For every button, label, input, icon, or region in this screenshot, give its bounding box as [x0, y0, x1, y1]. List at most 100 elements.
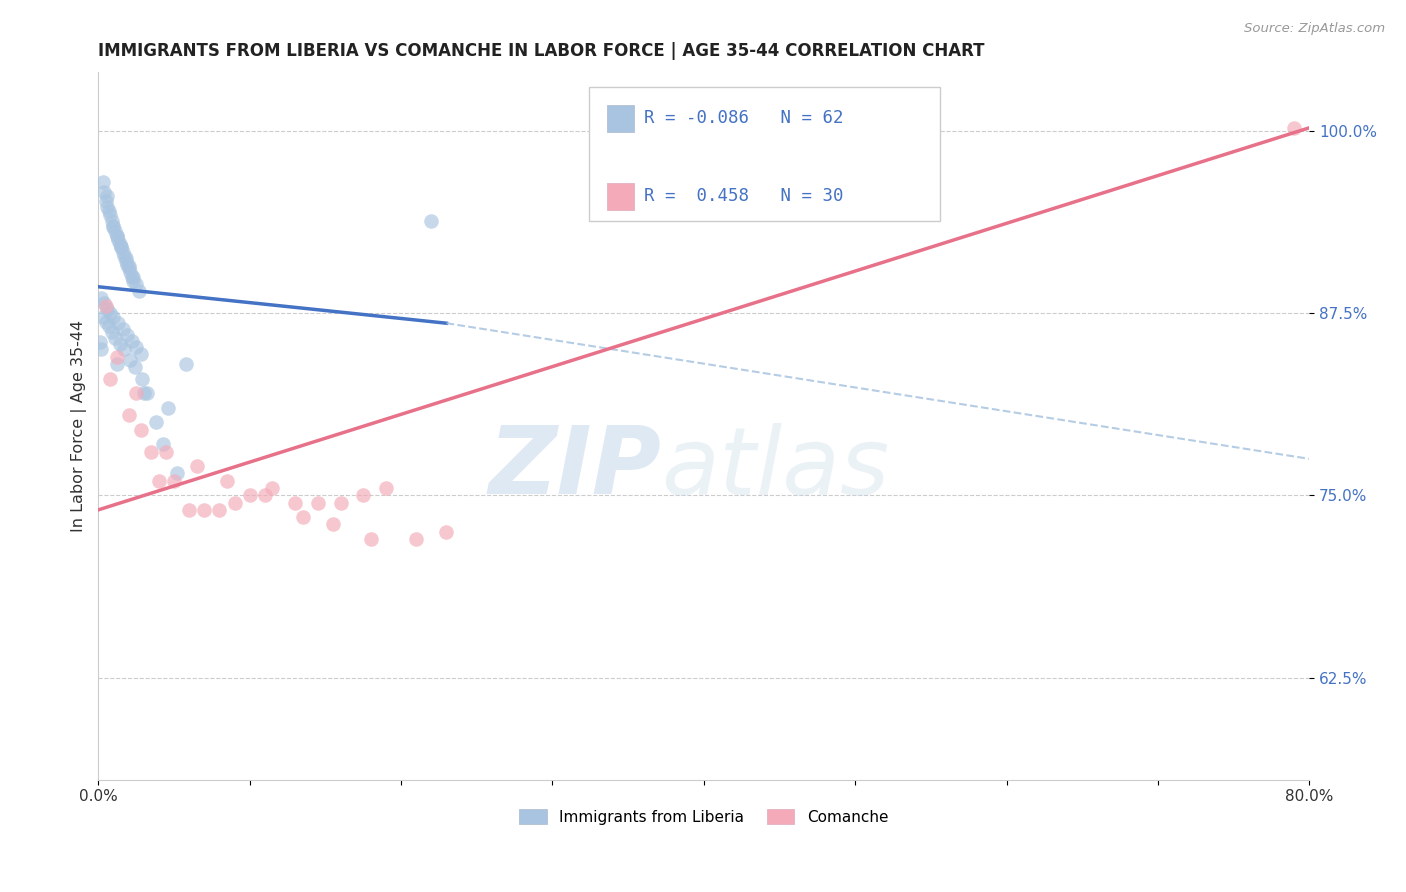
Point — [352, 488, 374, 502]
Text: atlas: atlas — [661, 423, 890, 514]
Point — [103, 310, 125, 325]
Point — [117, 260, 139, 275]
Point — [262, 481, 284, 495]
Point — [141, 444, 163, 458]
Point — [145, 416, 167, 430]
Point — [96, 189, 118, 203]
Point — [105, 357, 128, 371]
Point — [94, 299, 117, 313]
Point — [239, 488, 262, 502]
Text: R =  0.458   N = 30: R = 0.458 N = 30 — [644, 187, 844, 205]
Point — [132, 386, 155, 401]
Text: R = -0.086   N = 62: R = -0.086 N = 62 — [644, 110, 844, 128]
Point — [186, 459, 208, 474]
Point — [224, 495, 246, 509]
Point — [117, 260, 139, 274]
Point — [101, 214, 124, 228]
Text: ZIP: ZIP — [488, 423, 661, 515]
Point — [120, 265, 142, 279]
Point — [208, 503, 231, 517]
Point — [97, 319, 120, 334]
Point — [108, 336, 131, 351]
Point — [115, 258, 138, 272]
Point — [215, 474, 238, 488]
Point — [166, 467, 188, 481]
Point — [307, 495, 329, 509]
Point — [122, 269, 145, 284]
Point — [96, 200, 118, 214]
Point — [436, 524, 458, 539]
Point — [253, 488, 276, 502]
Point — [115, 327, 138, 342]
Point — [93, 185, 115, 199]
Point — [103, 219, 125, 234]
Point — [105, 350, 128, 364]
Point — [110, 240, 132, 254]
Point — [103, 219, 125, 233]
Point — [94, 194, 117, 208]
Point — [112, 343, 135, 357]
Point — [291, 510, 314, 524]
Point — [96, 301, 118, 316]
Point — [121, 334, 143, 348]
Point — [112, 249, 135, 263]
Point — [129, 423, 152, 437]
Point — [91, 175, 114, 189]
Point — [152, 437, 174, 451]
Point — [121, 269, 143, 284]
Point — [174, 357, 197, 371]
Point — [124, 359, 146, 374]
Point — [122, 274, 145, 288]
Point — [179, 503, 201, 517]
Text: IMMIGRANTS FROM LIBERIA VS COMANCHE IN LABOR FORCE | AGE 35-44 CORRELATION CHART: IMMIGRANTS FROM LIBERIA VS COMANCHE IN L… — [98, 42, 984, 60]
Point — [94, 315, 117, 329]
Point — [114, 251, 136, 265]
Point — [128, 284, 150, 298]
Point — [120, 352, 142, 367]
Point — [89, 335, 111, 350]
Point — [420, 214, 443, 228]
Point — [148, 474, 170, 488]
Point — [125, 277, 148, 291]
Point — [91, 310, 114, 325]
Point — [104, 331, 127, 345]
Point — [360, 532, 382, 546]
FancyBboxPatch shape — [607, 105, 634, 132]
Y-axis label: In Labor Force | Age 35-44: In Labor Force | Age 35-44 — [72, 320, 87, 533]
Point — [135, 386, 157, 401]
Point — [284, 495, 307, 509]
Point — [129, 347, 152, 361]
Point — [90, 292, 112, 306]
Point — [100, 208, 122, 222]
Text: Source: ZipAtlas.com: Source: ZipAtlas.com — [1244, 22, 1385, 36]
Point — [329, 495, 352, 509]
Point — [108, 237, 131, 252]
Point — [100, 371, 122, 385]
Point — [93, 295, 115, 310]
Point — [374, 481, 396, 495]
Point — [107, 316, 129, 330]
Point — [117, 408, 139, 422]
Point — [114, 253, 136, 268]
FancyBboxPatch shape — [607, 183, 634, 210]
Point — [193, 503, 215, 517]
Point — [111, 322, 134, 336]
Point — [131, 371, 153, 385]
Point — [107, 233, 129, 247]
Point — [97, 203, 120, 218]
Point — [405, 532, 427, 546]
Point — [110, 240, 132, 254]
Point — [90, 343, 112, 357]
Legend: Immigrants from Liberia, Comanche: Immigrants from Liberia, Comanche — [519, 809, 889, 825]
Point — [163, 474, 186, 488]
Point — [101, 325, 124, 339]
Point — [105, 228, 128, 243]
Point — [125, 386, 148, 401]
Point — [1282, 120, 1305, 135]
Point — [105, 228, 128, 243]
Point — [111, 244, 134, 259]
Point — [156, 401, 179, 415]
Point — [125, 340, 148, 354]
Point — [104, 224, 127, 238]
Point — [155, 444, 177, 458]
